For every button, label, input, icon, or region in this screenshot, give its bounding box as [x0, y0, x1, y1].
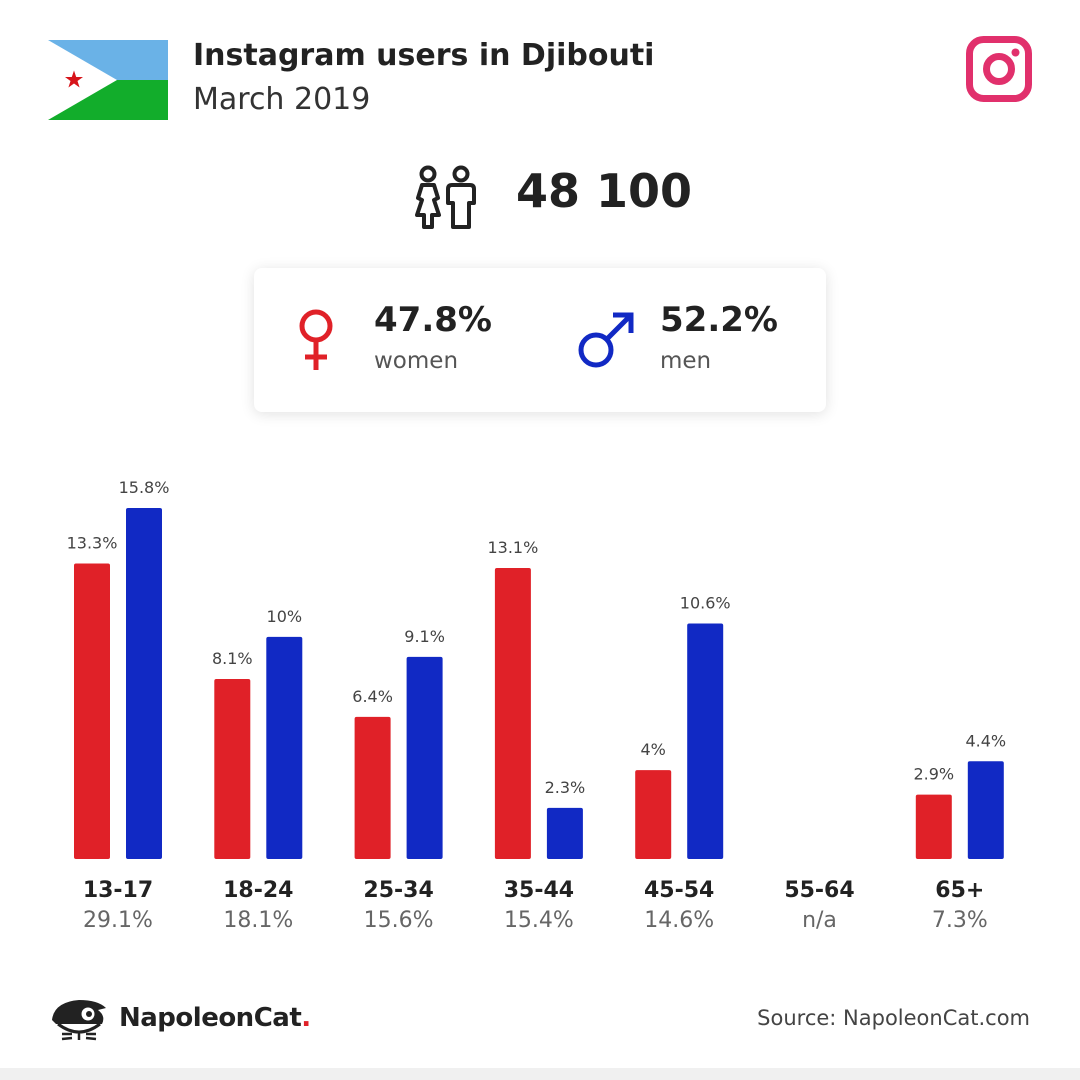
age-group-label: 18-24: [223, 878, 294, 903]
age-group-25-34: 25-34 15.6%: [329, 876, 469, 936]
gender-card: 47.8% women 52.2% men: [254, 268, 826, 412]
data-label-25-34-series-1: 9.1%: [404, 627, 445, 646]
brand-dot: .: [301, 1003, 311, 1033]
bar-25-34-series-0: [354, 716, 391, 859]
age-group-total: 18.1%: [223, 908, 294, 933]
women-label: women: [374, 348, 459, 374]
data-label-35-44-series-1: 2.3%: [545, 778, 586, 797]
data-label-65+-series-1: 4.4%: [965, 731, 1006, 750]
data-label-45-54-series-0: 4%: [641, 740, 666, 759]
brand-name-text: NapoleonCat: [119, 1003, 302, 1033]
age-group-total: 14.6%: [644, 908, 715, 933]
brand-name: NapoleonCat.: [119, 1003, 311, 1033]
people-icon: [415, 165, 476, 229]
age-group-total: n/a: [802, 908, 837, 933]
bar-45-54-series-0: [635, 770, 672, 859]
age-group-65+: 65+ 7.3%: [890, 876, 1030, 936]
data-label-45-54-series-1: 10.6%: [680, 594, 731, 613]
age-group-label: 65+: [935, 878, 985, 903]
age-group-label: 45-54: [644, 878, 715, 903]
age-group-13-17: 13-17 29.1%: [48, 876, 188, 936]
page-title: Instagram users in Djibouti: [193, 38, 655, 73]
source-text: Source: NapoleonCat.com: [757, 1006, 1030, 1030]
age-group-label: 55-64: [784, 878, 855, 903]
age-group-55-64: 55-64 n/a: [750, 876, 890, 936]
bar-13-17-series-1: [126, 508, 162, 859]
age-group-total: 7.3%: [931, 908, 988, 933]
bar-65+-series-1: [967, 761, 1004, 859]
bar-25-34-series-1: [406, 656, 443, 859]
age-group-total: 29.1%: [83, 908, 153, 933]
age-group-35-44: 35-44 15.4%: [469, 876, 609, 936]
age-gender-bar-chart: 13.3% 15.8% 8.1% 10% 6.4% 9.1% 13.1% 2.3% 4% 10.6…: [67, 478, 1006, 859]
djibouti-flag-icon: [48, 40, 168, 120]
age-group-total: 15.6%: [363, 908, 434, 933]
female-symbol-icon: [299, 309, 333, 370]
women-percentage: 47.8%: [374, 300, 492, 340]
male-symbol-icon: [578, 312, 634, 368]
age-group-18-24: 18-24 18.1%: [188, 876, 328, 936]
age-group-label: 35-44: [503, 878, 575, 903]
data-label-18-24-series-1: 10%: [267, 607, 303, 626]
bar-65+-series-0: [915, 794, 952, 859]
bar-35-44-series-1: [546, 807, 583, 859]
bar-45-54-series-1: [687, 623, 724, 859]
bottom-strip: [0, 1068, 1080, 1080]
page-subtitle: March 2019: [193, 82, 371, 117]
data-label-35-44-series-0: 13.1%: [487, 538, 538, 557]
bar-13-17-series-0: [74, 563, 110, 859]
men-label: men: [660, 348, 712, 374]
bar-35-44-series-0: [494, 567, 531, 859]
men-percentage: 52.2%: [660, 300, 778, 340]
age-group-label: 25-34: [363, 878, 434, 903]
bar-18-24-series-1: [266, 636, 303, 859]
age-group-total: 15.4%: [503, 908, 574, 933]
data-label-18-24-series-0: 8.1%: [212, 649, 253, 668]
age-group-label: 13-17: [82, 878, 154, 903]
data-label-65+-series-0: 2.9%: [913, 765, 954, 784]
napoleoncat-logo-icon: [52, 1000, 106, 1041]
instagram-icon: [966, 36, 1032, 102]
bar-18-24-series-0: [214, 679, 251, 859]
age-group-45-54: 45-54 14.6%: [609, 876, 749, 936]
total-users-value: 48 100: [516, 164, 693, 218]
data-label-13-17-series-0: 13.3%: [67, 534, 118, 553]
data-label-25-34-series-0: 6.4%: [352, 687, 393, 706]
data-label-13-17-series-1: 15.8%: [119, 478, 170, 497]
